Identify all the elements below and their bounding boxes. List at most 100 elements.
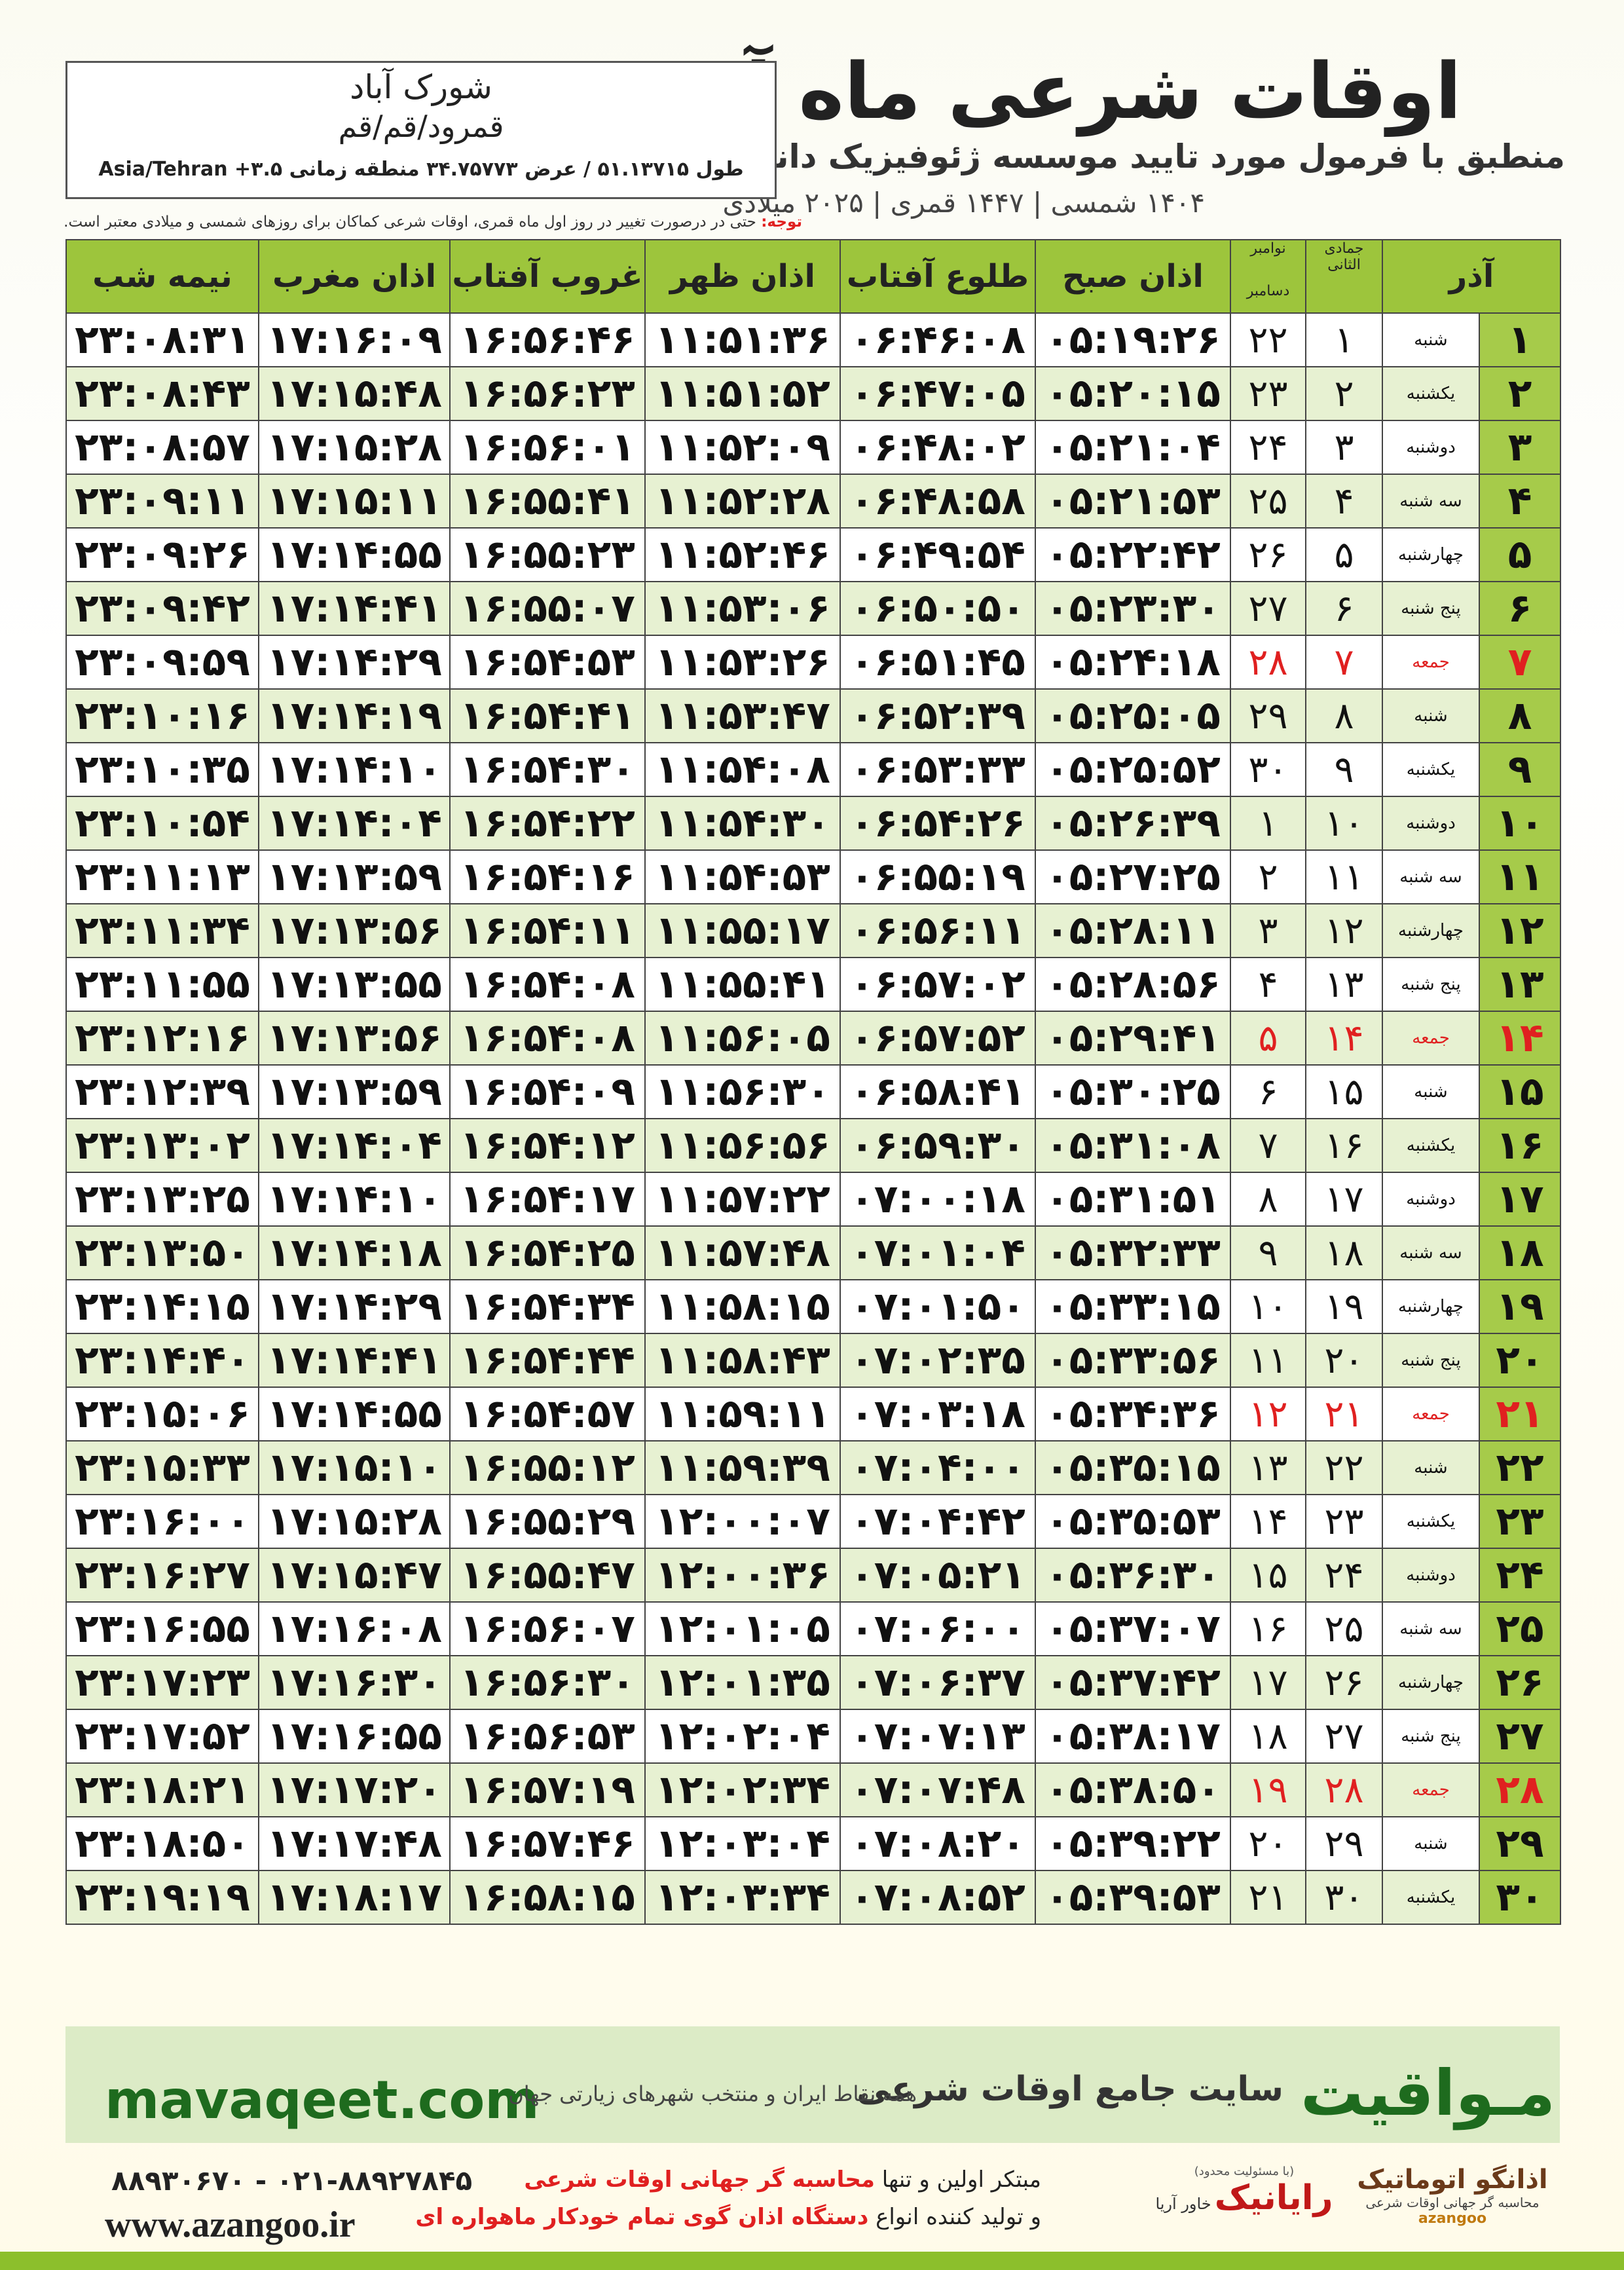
time-cell: ۲۳:۱۱:۱۳: [65, 849, 259, 904]
date-cell: چهارشنبه: [1382, 903, 1480, 958]
time-cell: ۱۷:۱۴:۱۸: [258, 1225, 451, 1280]
row: ۲۰ پنج شنبه ۲۰ ۱۱ ۰۵:۳۳:۵۶ ۰۷:۰۲:۳۵ ۱۱:۵۸:۴۳ ۱۶…: [65, 1333, 1561, 1388]
time-cell: ۱۱:۵۳:۲۶: [644, 635, 841, 690]
column-header: غروب آفتاب: [449, 239, 646, 314]
time-cell: ۱۶:۵۷:۴۶: [449, 1816, 646, 1871]
date-cell: ۶: [1479, 581, 1561, 636]
time-cell: ۰۶:۵۶:۱۱: [840, 903, 1036, 958]
row: ۱۳ پنج شنبه ۱۳ ۴ ۰۵:۲۸:۵۶ ۰۶:۵۷:۰۲ ۱۱:۵۵:۴۱ ۱۶:…: [65, 957, 1561, 1012]
phone: ۰۲۱-۸۸۹۲۷۸۴۵ - ۸۸۹۳۰۶۷۰: [111, 2165, 473, 2197]
row: ۲۴ دوشنبه ۲۴ ۱۵ ۰۵:۳۶:۳۰ ۰۷:۰۵:۲۱ ۱۲:۰۰:۳۶ ۱۶:۵…: [65, 1548, 1561, 1603]
time-cell: ۰۵:۱۹:۲۶: [1035, 312, 1231, 367]
time-cell: ۰۵:۲۸:۵۶: [1035, 957, 1231, 1012]
date-cell: ۵: [1305, 527, 1383, 582]
text: دستگاه اذان گوی تمام خودکار ماهواره ای: [415, 2204, 869, 2230]
date-cell: ۲۵: [1479, 1601, 1561, 1656]
time-cell: ۰۵:۳۹:۲۲: [1035, 1816, 1231, 1871]
time-cell: ۱۶:۵۶:۲۳: [449, 366, 646, 421]
time-cell: ۰۵:۲۳:۳۰: [1035, 581, 1231, 636]
time-cell: ۰۵:۳۹:۵۳: [1035, 1870, 1231, 1925]
time-cell: ۱۷:۱۴:۵۵: [258, 1386, 451, 1442]
date-cell: ۲۹: [1479, 1816, 1561, 1871]
date-cell: سه شنبه: [1382, 474, 1480, 529]
time-cell: ۱۷:۱۶:۰۸: [258, 1601, 451, 1656]
coords: طول ۵۱.۱۳۷۱۵ / عرض ۳۴.۷۵۷۷۳ منطقه زمانی …: [98, 158, 744, 181]
footer-line: مبتکر اولین و تنها محاسبه گر جهانی اوقات…: [524, 2167, 1041, 2193]
time-cell: ۱۷:۱۴:۲۹: [258, 1279, 451, 1334]
row: ۱۶ یکشنبه ۱۶ ۷ ۰۵:۳۱:۰۸ ۰۶:۵۹:۳۰ ۱۱:۵۶:۵۶ ۱۶:۵۴…: [65, 1118, 1561, 1173]
row: ۱۴ جمعه ۱۴ ۵ ۰۵:۲۹:۴۱ ۰۶:۵۷:۵۲ ۱۱:۵۶:۰۵ ۱۶:۵۴:۰…: [65, 1011, 1561, 1066]
logo-sub: محاسبه گر جهانی اوقات شرعی: [1365, 2195, 1540, 2210]
note: توجه: حتی در درصورت تغییر در روز اول ماه…: [64, 214, 802, 231]
time-cell: ۲۳:۱۳:۰۲: [65, 1118, 259, 1173]
time-cell: ۲۳:۰۹:۴۲: [65, 581, 259, 636]
date-cell: ۴: [1305, 474, 1383, 529]
column-header: اذان صبح: [1035, 239, 1231, 314]
time-cell: ۱۶:۵۴:۱۱: [449, 903, 646, 958]
date-cell: ۸: [1479, 688, 1561, 743]
row: ۴ سه شنبه ۴ ۲۵ ۰۵:۲۱:۵۳ ۰۶:۴۸:۵۸ ۱۱:۵۲:۲۸ ۱۶:۵۵…: [65, 474, 1561, 529]
date-cell: ۸: [1230, 1172, 1306, 1227]
time-cell: ۱۷:۱۴:۲۹: [258, 635, 451, 690]
row: ۱۰ دوشنبه ۱۰ ۱ ۰۵:۲۶:۳۹ ۰۶:۵۴:۲۶ ۱۱:۵۴:۳۰ ۱۶:۵۴…: [65, 796, 1561, 851]
date-cell: جمعه: [1382, 1762, 1480, 1817]
time-cell: ۱۷:۱۴:۱۹: [258, 688, 451, 743]
time-cell: ۱۲:۰۳:۳۴: [644, 1870, 841, 1925]
column-header: طلوع آفتاب: [840, 239, 1036, 314]
time-cell: ۰۷:۰۵:۲۱: [840, 1548, 1036, 1603]
row: ۱۵ شنبه ۱۵ ۶ ۰۵:۳۰:۲۵ ۰۶:۵۸:۴۱ ۱۱:۵۶:۳۰ ۱۶:۵۴:۰…: [65, 1064, 1561, 1119]
time-cell: ۱۱:۵۸:۱۵: [644, 1279, 841, 1334]
date-cell: سه شنبه: [1382, 1225, 1480, 1280]
time-cell: ۱۶:۵۴:۲۲: [449, 796, 646, 851]
time-cell: ۲۳:۰۹:۱۱: [65, 474, 259, 529]
time-cell: ۱۱:۵۳:۰۶: [644, 581, 841, 636]
time-cell: ۰۷:۰۷:۴۸: [840, 1762, 1036, 1817]
date-cell: ۱۴: [1305, 1011, 1383, 1066]
time-cell: ۱۶:۵۵:۰۷: [449, 581, 646, 636]
time-cell: ۰۵:۳۸:۱۷: [1035, 1709, 1231, 1764]
row: ۸ شنبه ۸ ۲۹ ۰۵:۲۵:۰۵ ۰۶:۵۲:۳۹ ۱۱:۵۳:۴۷ ۱۶:۵۴:۴۱…: [65, 688, 1561, 743]
time-cell: ۱۷:۱۸:۱۷: [258, 1870, 451, 1925]
header-row: آذر جمادی الثانی نوامبر دسامبر اذان صبح طل…: [65, 239, 1561, 314]
time-cell: ۱۷:۱۴:۵۵: [258, 527, 451, 582]
date-cell: ۶: [1230, 1064, 1306, 1119]
date-cell: ۱: [1230, 796, 1306, 851]
banner-tagline: سایت جامع اوقات شرعی: [857, 2070, 1283, 2109]
time-cell: ۲۳:۱۱:۵۵: [65, 957, 259, 1012]
date-cell: یکشنبه: [1382, 1870, 1480, 1925]
time-cell: ۱۱:۵۶:۵۶: [644, 1118, 841, 1173]
column-header: نیمه شب: [65, 239, 259, 314]
time-cell: ۱۶:۵۴:۰۸: [449, 957, 646, 1012]
date-cell: ۱۲: [1230, 1386, 1306, 1442]
date-cell: ۲۶: [1305, 1655, 1383, 1710]
time-cell: ۱۷:۱۴:۴۱: [258, 1333, 451, 1388]
time-cell: ۱۲:۰۰:۰۷: [644, 1494, 841, 1549]
date-cell: پنج شنبه: [1382, 581, 1480, 636]
footer-line: و تولید کننده انواع دستگاه اذان گوی تمام…: [415, 2204, 1041, 2230]
date-cell: ۲۷: [1230, 581, 1306, 636]
date-cell: یکشنبه: [1382, 742, 1480, 797]
greg-top: نوامبر: [1250, 240, 1286, 257]
date-cell: ۱۳: [1479, 957, 1561, 1012]
time-cell: ۱۷:۱۶:۵۵: [258, 1709, 451, 1764]
time-cell: ۰۵:۲۲:۴۲: [1035, 527, 1231, 582]
date-cell: ۱۳: [1305, 957, 1383, 1012]
date-cell: ۱۸: [1479, 1225, 1561, 1280]
date-cell: شنبه: [1382, 1064, 1480, 1119]
date-cell: ۳۰: [1230, 742, 1306, 797]
month-header: آذر: [1382, 239, 1561, 314]
date-cell: پنج شنبه: [1382, 957, 1480, 1012]
time-cell: ۰۵:۲۴:۱۸: [1035, 635, 1231, 690]
date-cell: ۵: [1230, 1011, 1306, 1066]
time-cell: ۱۷:۱۷:۴۸: [258, 1816, 451, 1871]
time-cell: ۱۶:۵۵:۲۳: [449, 527, 646, 582]
date-cell: ۲۹: [1230, 688, 1306, 743]
column-header: اذان مغرب: [258, 239, 451, 314]
time-cell: ۰۵:۲۱:۵۳: [1035, 474, 1231, 529]
date-cell: ۴: [1230, 957, 1306, 1012]
date-cell: ۲۰: [1305, 1333, 1383, 1388]
time-cell: ۱۷:۱۳:۵۵: [258, 957, 451, 1012]
date-cell: ۱۴: [1479, 1011, 1561, 1066]
date-cell: ۲۶: [1230, 527, 1306, 582]
date-cell: ۹: [1479, 742, 1561, 797]
